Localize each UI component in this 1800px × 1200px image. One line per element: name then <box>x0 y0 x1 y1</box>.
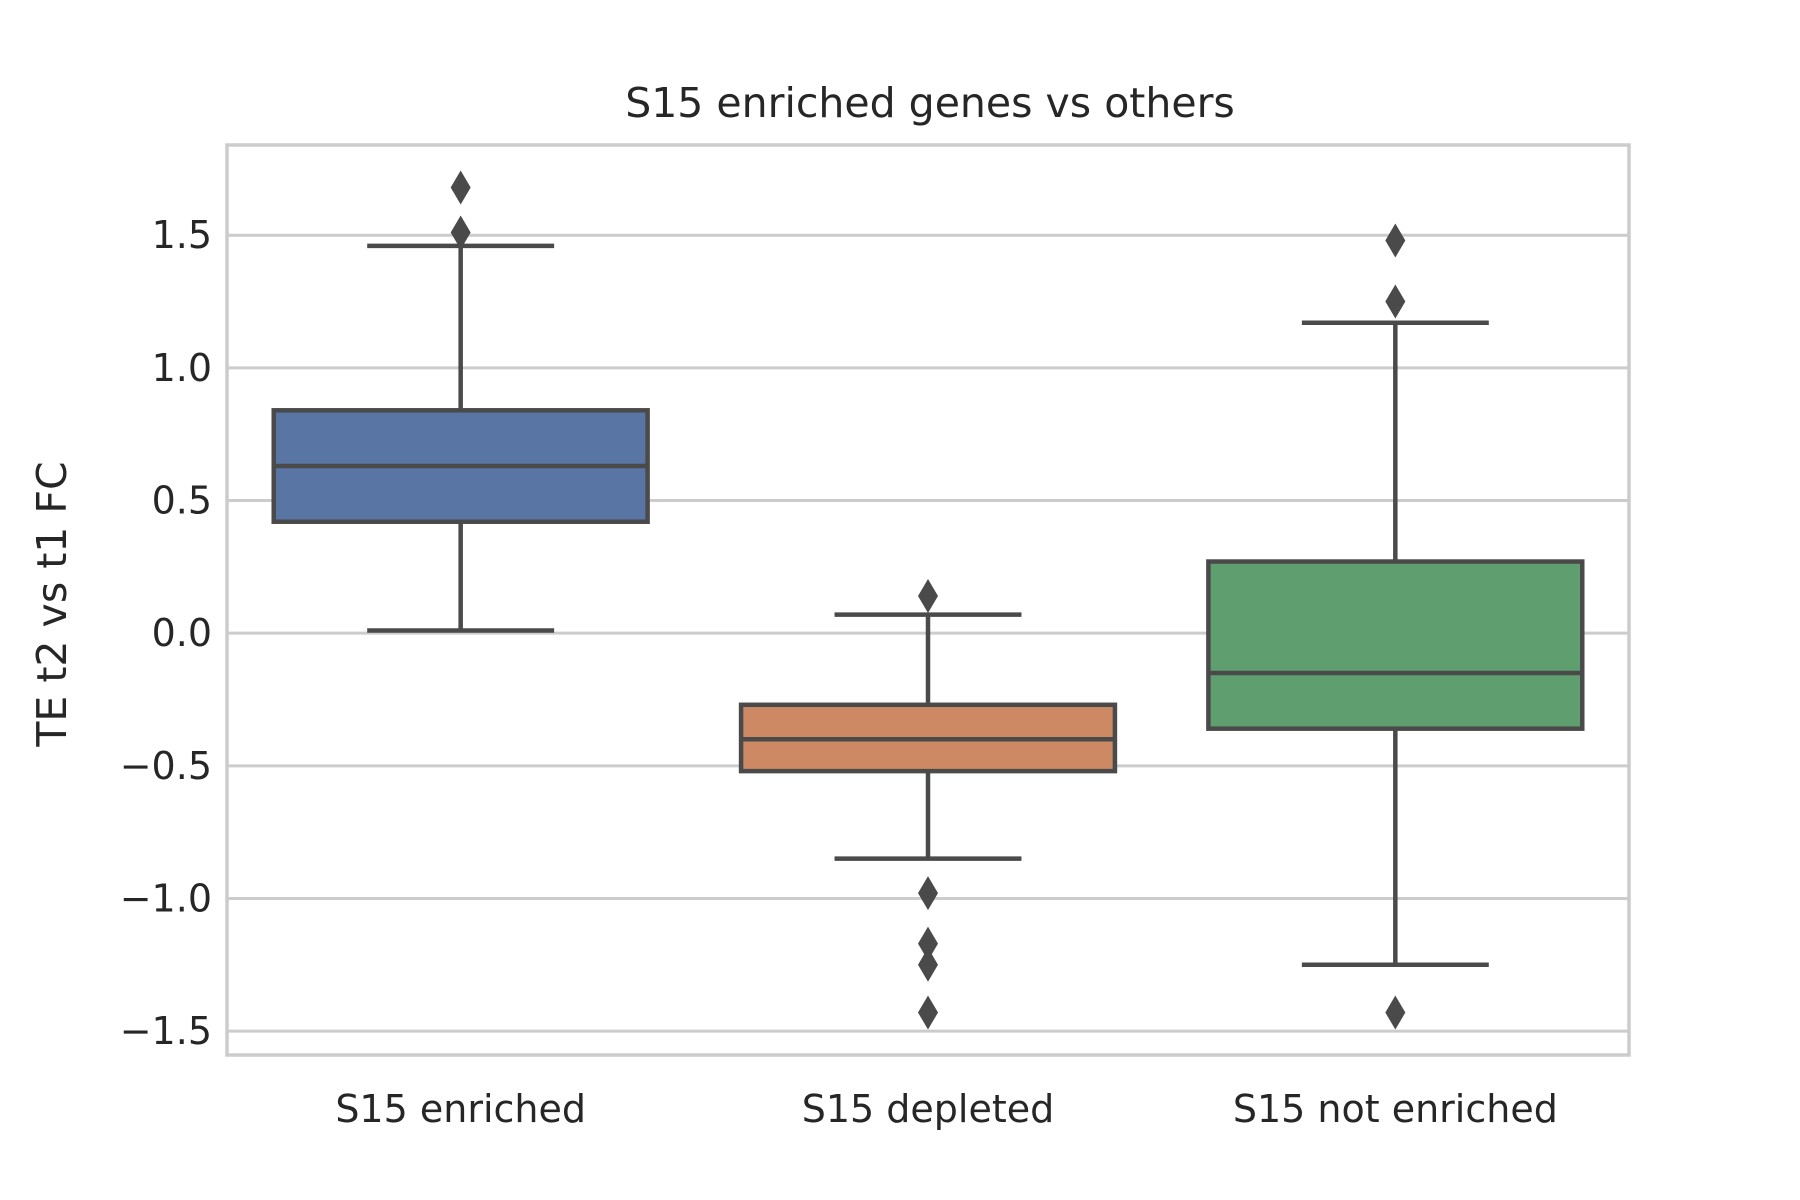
outlier-point <box>918 995 938 1030</box>
outlier-point <box>918 947 938 982</box>
x-tick-label: S15 enriched <box>335 1087 586 1131</box>
outlier-point <box>450 170 471 205</box>
x-tick-label: S15 depleted <box>802 1087 1055 1131</box>
outlier-point <box>450 215 471 250</box>
y-tick-label: 0.5 <box>152 479 212 523</box>
box-group <box>1206 223 1585 1030</box>
outlier-point <box>918 876 938 911</box>
x-tick-label: S15 not enriched <box>1233 1087 1558 1131</box>
outlier-point <box>1385 284 1406 319</box>
chart-title: S15 enriched genes vs others <box>625 79 1235 127</box>
outlier-point <box>918 926 938 961</box>
outlier-point <box>1385 995 1406 1030</box>
box-layer <box>271 170 1585 1030</box>
box-group <box>271 170 650 633</box>
tick-layer: 1.5 1.0 0.5 0.0 −0.5 −1.0 −1.5 S15 enriched S15 … <box>120 213 1558 1131</box>
y-tick-label: −0.5 <box>120 744 212 788</box>
box-group <box>738 579 1118 1030</box>
y-tick-label: 0.0 <box>152 611 212 655</box>
outlier-point <box>1385 223 1406 258</box>
outlier-point <box>918 579 938 614</box>
y-tick-label: 1.5 <box>152 213 212 257</box>
y-tick-label: 1.0 <box>152 346 212 390</box>
iqr-box <box>1206 559 1585 731</box>
y-tick-label: −1.0 <box>120 876 212 920</box>
y-tick-label: −1.5 <box>120 1009 212 1053</box>
plot-frame <box>225 143 1631 1057</box>
y-axis-label: TE t2 vs t1 FC <box>28 461 76 747</box>
